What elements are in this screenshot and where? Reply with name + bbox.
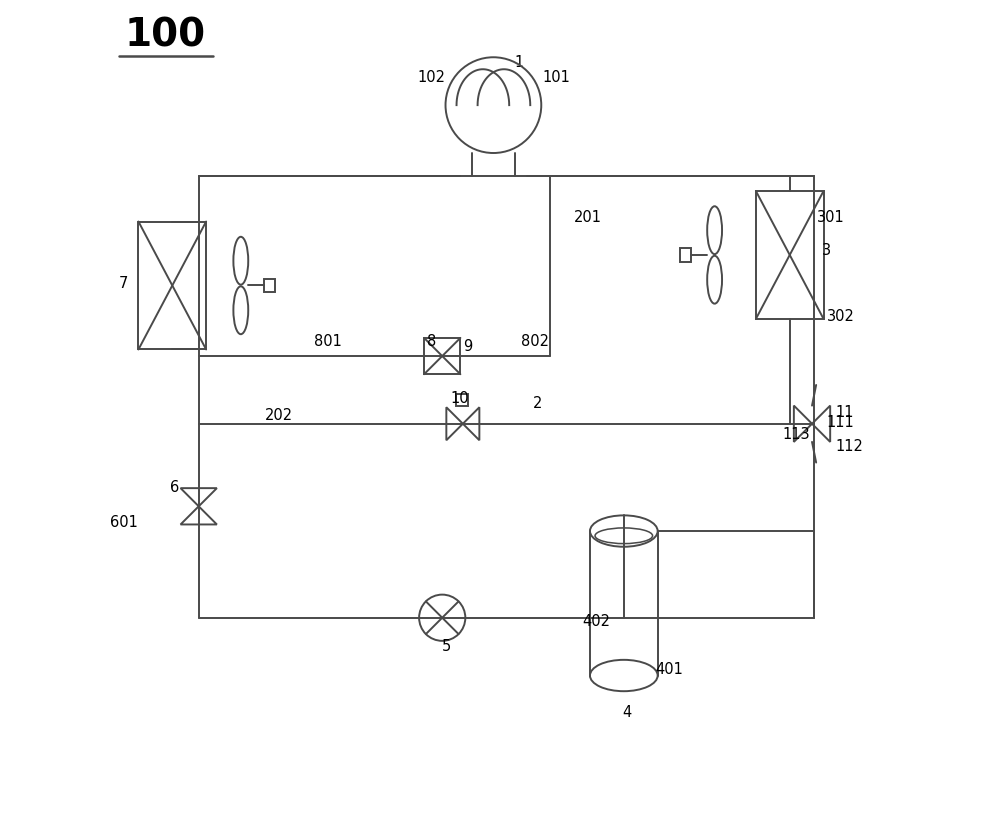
Text: 801: 801 (314, 334, 342, 349)
Text: 100: 100 (124, 17, 206, 55)
Text: 6: 6 (170, 479, 179, 494)
Text: 802: 802 (521, 334, 549, 349)
Text: 4: 4 (622, 706, 631, 720)
Text: 101: 101 (543, 70, 571, 85)
Text: 112: 112 (835, 440, 863, 455)
Text: 1: 1 (515, 55, 524, 70)
Text: 601: 601 (110, 515, 138, 530)
Text: 10: 10 (450, 391, 469, 406)
Text: 402: 402 (583, 614, 611, 629)
Text: 5: 5 (442, 639, 451, 654)
Text: 3: 3 (822, 243, 831, 258)
Text: 401: 401 (655, 662, 683, 677)
Text: 9: 9 (463, 339, 472, 354)
Bar (456, 394, 468, 406)
Bar (680, 248, 691, 262)
Text: 111: 111 (826, 415, 854, 430)
Text: 2: 2 (533, 396, 542, 411)
Text: 202: 202 (265, 408, 293, 423)
Text: 301: 301 (817, 210, 845, 225)
Text: 102: 102 (417, 70, 445, 85)
Text: 113: 113 (782, 427, 810, 442)
Bar (138, 222, 206, 350)
Text: 302: 302 (827, 309, 855, 324)
Bar (756, 191, 824, 319)
Bar (264, 279, 275, 292)
Text: 201: 201 (574, 210, 602, 225)
Text: 11: 11 (835, 405, 854, 420)
Text: 8: 8 (427, 334, 437, 349)
Text: 7: 7 (119, 276, 128, 291)
Bar (424, 338, 460, 374)
